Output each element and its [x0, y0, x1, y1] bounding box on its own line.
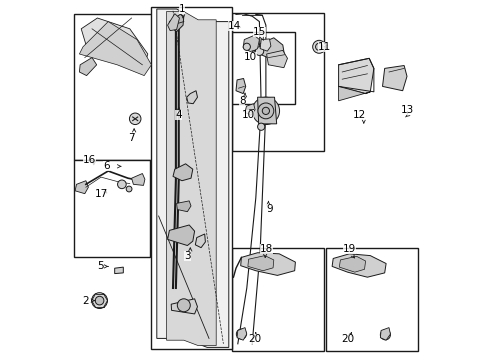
Polygon shape: [168, 14, 179, 31]
Text: 12: 12: [353, 110, 366, 120]
Polygon shape: [267, 50, 288, 68]
Circle shape: [313, 40, 326, 53]
Text: 10: 10: [241, 110, 254, 120]
Polygon shape: [187, 91, 197, 104]
Circle shape: [177, 299, 190, 312]
Text: 10: 10: [244, 52, 257, 62]
Text: 7: 7: [128, 132, 135, 143]
Text: 18: 18: [260, 244, 273, 254]
Polygon shape: [196, 234, 205, 248]
Circle shape: [129, 113, 141, 125]
Polygon shape: [115, 267, 123, 274]
Polygon shape: [171, 299, 197, 314]
Polygon shape: [168, 225, 195, 246]
Text: 5: 5: [97, 261, 103, 271]
Polygon shape: [248, 256, 274, 271]
Polygon shape: [79, 22, 151, 76]
Bar: [232, 13, 324, 151]
Polygon shape: [75, 181, 88, 194]
Text: 16: 16: [83, 155, 96, 165]
Circle shape: [118, 180, 126, 189]
Polygon shape: [339, 86, 370, 101]
Polygon shape: [167, 12, 216, 346]
Circle shape: [252, 97, 280, 125]
Circle shape: [236, 329, 246, 339]
Text: 13: 13: [400, 105, 414, 115]
Polygon shape: [339, 58, 374, 94]
Bar: [74, 14, 160, 160]
Polygon shape: [260, 39, 271, 51]
Polygon shape: [157, 9, 229, 347]
Polygon shape: [173, 164, 193, 181]
Polygon shape: [332, 254, 386, 277]
Text: 14: 14: [227, 21, 241, 31]
Polygon shape: [243, 35, 259, 52]
Text: 9: 9: [266, 204, 273, 214]
Polygon shape: [339, 256, 366, 272]
Polygon shape: [237, 328, 247, 340]
Text: 17: 17: [95, 189, 108, 199]
Polygon shape: [132, 174, 145, 185]
Circle shape: [243, 43, 250, 50]
Text: 20: 20: [342, 334, 355, 344]
Circle shape: [316, 43, 323, 50]
Text: 19: 19: [343, 244, 356, 254]
Bar: [232, 248, 324, 351]
Bar: [151, 7, 232, 349]
Circle shape: [255, 47, 264, 55]
Text: 8: 8: [239, 96, 245, 106]
Circle shape: [92, 293, 107, 309]
Text: 1: 1: [179, 4, 185, 14]
Text: 4: 4: [175, 110, 182, 120]
Circle shape: [262, 107, 270, 114]
Polygon shape: [176, 201, 191, 212]
Bar: [232, 32, 295, 104]
Circle shape: [258, 123, 265, 130]
Text: 2: 2: [83, 296, 89, 306]
Bar: [326, 248, 418, 351]
Circle shape: [258, 103, 274, 119]
Polygon shape: [258, 97, 277, 124]
Text: 3: 3: [184, 251, 191, 261]
Circle shape: [126, 186, 132, 192]
Circle shape: [380, 330, 391, 340]
Polygon shape: [241, 253, 295, 275]
Polygon shape: [380, 328, 391, 340]
Bar: [74, 160, 149, 257]
Text: 6: 6: [103, 161, 110, 171]
Polygon shape: [383, 66, 407, 91]
Polygon shape: [79, 58, 97, 76]
Polygon shape: [81, 18, 148, 72]
Circle shape: [95, 296, 104, 305]
Polygon shape: [236, 78, 245, 94]
Polygon shape: [259, 38, 285, 62]
Polygon shape: [170, 14, 184, 32]
Text: 15: 15: [253, 27, 266, 37]
Text: 20: 20: [248, 334, 261, 344]
Text: 11: 11: [318, 42, 331, 52]
Polygon shape: [245, 104, 255, 115]
